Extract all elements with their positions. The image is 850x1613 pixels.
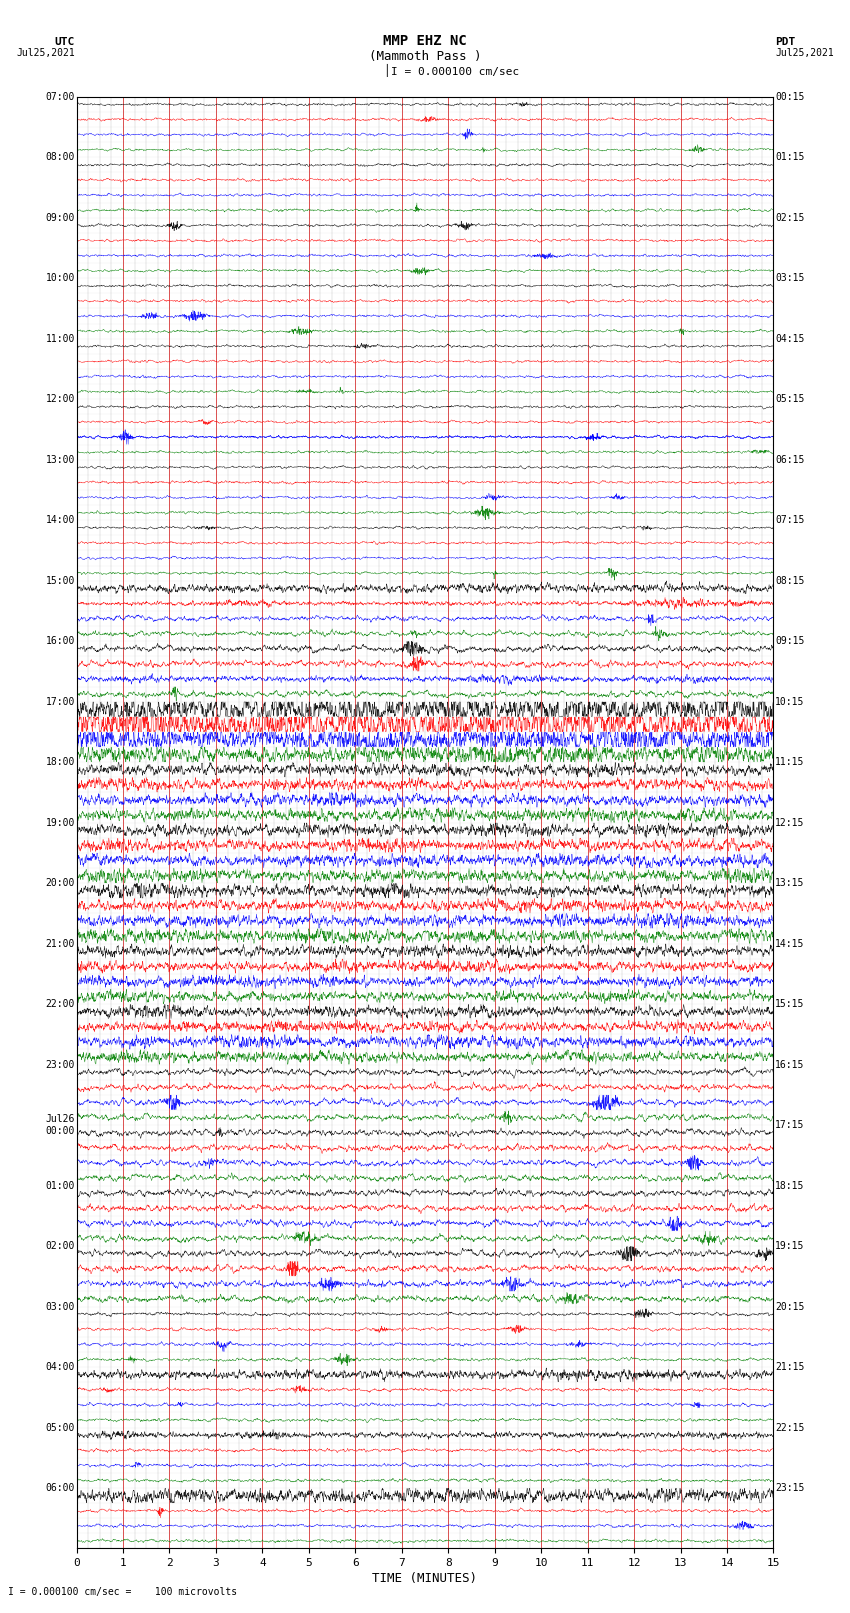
Text: 07:00: 07:00: [45, 92, 75, 102]
Text: 23:00: 23:00: [45, 1060, 75, 1069]
Text: 21:00: 21:00: [45, 939, 75, 948]
Text: 15:15: 15:15: [775, 998, 805, 1010]
Text: 02:15: 02:15: [775, 213, 805, 223]
Text: 18:15: 18:15: [775, 1181, 805, 1190]
Text: 03:15: 03:15: [775, 273, 805, 284]
Text: PDT: PDT: [775, 37, 796, 47]
Text: 06:15: 06:15: [775, 455, 805, 465]
Text: (Mammoth Pass ): (Mammoth Pass ): [369, 50, 481, 63]
Text: 20:00: 20:00: [45, 877, 75, 889]
Text: I = 0.000100 cm/sec =    100 microvolts: I = 0.000100 cm/sec = 100 microvolts: [8, 1587, 238, 1597]
Text: MMP EHZ NC: MMP EHZ NC: [383, 34, 467, 48]
Text: 14:15: 14:15: [775, 939, 805, 948]
Text: 21:15: 21:15: [775, 1361, 805, 1373]
Text: 13:00: 13:00: [45, 455, 75, 465]
X-axis label: TIME (MINUTES): TIME (MINUTES): [372, 1573, 478, 1586]
Text: 08:15: 08:15: [775, 576, 805, 586]
Text: 14:00: 14:00: [45, 515, 75, 526]
Text: 10:00: 10:00: [45, 273, 75, 284]
Text: 01:15: 01:15: [775, 152, 805, 163]
Text: │: │: [383, 65, 390, 77]
Text: 13:15: 13:15: [775, 877, 805, 889]
Text: UTC: UTC: [54, 37, 75, 47]
Text: 19:15: 19:15: [775, 1240, 805, 1252]
Text: I = 0.000100 cm/sec: I = 0.000100 cm/sec: [391, 68, 519, 77]
Text: 01:00: 01:00: [45, 1181, 75, 1190]
Text: 17:00: 17:00: [45, 697, 75, 706]
Text: 02:00: 02:00: [45, 1240, 75, 1252]
Text: 10:15: 10:15: [775, 697, 805, 706]
Text: 19:00: 19:00: [45, 818, 75, 827]
Text: 17:15: 17:15: [775, 1119, 805, 1131]
Text: 11:00: 11:00: [45, 334, 75, 344]
Text: 16:15: 16:15: [775, 1060, 805, 1069]
Text: 22:15: 22:15: [775, 1423, 805, 1432]
Text: 05:00: 05:00: [45, 1423, 75, 1432]
Text: 04:15: 04:15: [775, 334, 805, 344]
Text: 03:00: 03:00: [45, 1302, 75, 1311]
Text: 05:15: 05:15: [775, 394, 805, 405]
Text: Jul25,2021: Jul25,2021: [775, 48, 834, 58]
Text: 23:15: 23:15: [775, 1482, 805, 1494]
Text: 18:00: 18:00: [45, 756, 75, 768]
Text: 09:15: 09:15: [775, 636, 805, 647]
Text: Jul25,2021: Jul25,2021: [16, 48, 75, 58]
Text: 04:00: 04:00: [45, 1361, 75, 1373]
Text: 09:00: 09:00: [45, 213, 75, 223]
Text: 00:15: 00:15: [775, 92, 805, 102]
Text: 12:15: 12:15: [775, 818, 805, 827]
Text: 15:00: 15:00: [45, 576, 75, 586]
Text: 20:15: 20:15: [775, 1302, 805, 1311]
Text: Jul26
00:00: Jul26 00:00: [45, 1115, 75, 1136]
Text: 22:00: 22:00: [45, 998, 75, 1010]
Text: 12:00: 12:00: [45, 394, 75, 405]
Text: 06:00: 06:00: [45, 1482, 75, 1494]
Text: 16:00: 16:00: [45, 636, 75, 647]
Text: 11:15: 11:15: [775, 756, 805, 768]
Text: 07:15: 07:15: [775, 515, 805, 526]
Text: 08:00: 08:00: [45, 152, 75, 163]
